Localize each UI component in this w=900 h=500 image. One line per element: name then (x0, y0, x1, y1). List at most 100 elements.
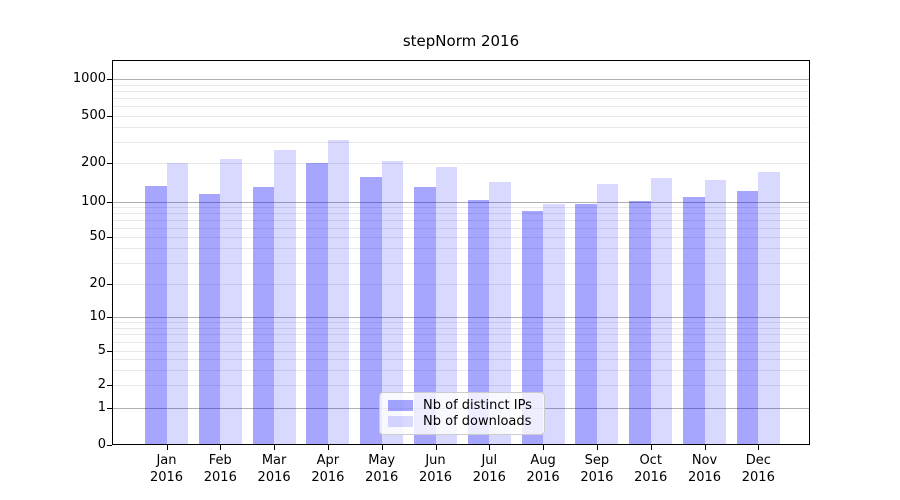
y-tick (107, 284, 112, 285)
y-tick-label: 1000 (72, 71, 106, 86)
bar-downloads-mar (274, 149, 296, 444)
bar-downloads-jul (489, 182, 511, 444)
y-gridline-minor (113, 351, 809, 352)
y-gridline-minor (113, 207, 809, 209)
legend-label-distinct-ips: Nb of distinct IPs (423, 398, 532, 413)
x-tick (220, 445, 222, 450)
y-gridline-minor (113, 248, 809, 250)
bar-downloads-jan (166, 163, 188, 444)
y-gridline-major (113, 202, 809, 203)
x-tick (381, 445, 383, 450)
y-tick (107, 317, 112, 318)
y-gridline-minor (113, 322, 809, 324)
x-tick-label-jul: Jul 2016 (472, 453, 506, 485)
y-gridline-minor (113, 385, 809, 386)
x-tick (758, 445, 760, 450)
y-gridline-minor (113, 220, 809, 221)
y-tick-label: 500 (81, 108, 106, 123)
bar-distinct-ips-nov (683, 196, 705, 444)
chart-title: stepNorm 2016 (402, 32, 520, 50)
legend-swatch-downloads (388, 416, 413, 427)
x-tick (543, 445, 545, 450)
y-tick (107, 408, 112, 409)
legend-item-downloads: Nb of downloads (388, 414, 536, 429)
x-tick (704, 445, 706, 450)
y-tick (107, 445, 112, 446)
bar-distinct-ips-dec (736, 190, 759, 444)
x-tick-label-nov: Nov 2016 (687, 453, 722, 485)
x-tick (596, 445, 598, 450)
y-gridline-minor (113, 106, 809, 108)
y-gridline-minor (113, 327, 809, 329)
x-tick-label-jan: Jan 2016 (149, 453, 184, 485)
y-gridline-minor (113, 163, 809, 164)
bar-distinct-ips-feb (198, 194, 221, 444)
x-tick-label-mar: Mar 2016 (257, 453, 291, 485)
y-gridline-minor (113, 334, 809, 336)
bar-distinct-ips-aug (521, 210, 544, 444)
y-tick (107, 116, 112, 117)
x-tick (166, 445, 168, 450)
x-tick-label-sep: Sep 2016 (580, 453, 614, 485)
x-tick (650, 445, 652, 450)
x-tick (274, 445, 276, 450)
y-gridline-minor (113, 213, 809, 215)
bar-downloads-feb (220, 159, 242, 444)
bar-distinct-ips-oct (629, 201, 651, 444)
bar-distinct-ips-jan (145, 186, 167, 444)
bar-distinct-ips-apr (306, 163, 328, 444)
y-gridline-minor (113, 142, 809, 144)
legend: Nb of distinct IPs Nb of downloads (379, 392, 545, 435)
bar-distinct-ips-may (360, 177, 382, 444)
y-tick-label: 20 (89, 276, 106, 291)
y-gridline-minor (113, 284, 809, 285)
x-tick-label-apr: Apr 2016 (311, 453, 345, 485)
x-tick (435, 445, 437, 450)
plot-area (112, 60, 810, 445)
bar-distinct-ips-jul (467, 200, 490, 444)
y-gridline-minor (113, 84, 809, 86)
bar-downloads-may (381, 160, 404, 444)
y-gridline-minor (113, 369, 809, 371)
y-tick-label: 5 (97, 343, 106, 358)
y-tick-label: 2 (97, 377, 106, 392)
y-tick (107, 351, 112, 352)
y-gridline-minor (113, 90, 809, 92)
legend-item-distinct-ips: Nb of distinct IPs (388, 398, 536, 413)
x-tick-label-aug: Aug 2016 (526, 453, 560, 485)
bar-downloads-sep (596, 184, 619, 444)
y-gridline-minor (113, 359, 809, 361)
y-gridline-minor (113, 227, 809, 229)
bar-downloads-oct (650, 178, 673, 444)
y-gridline-minor (113, 116, 809, 117)
legend-swatch-distinct-ips (388, 400, 413, 411)
x-tick-label-dec: Dec 2016 (741, 453, 775, 485)
bar-downloads-nov (704, 179, 726, 444)
bar-distinct-ips-sep (575, 203, 597, 444)
bar-downloads-dec (758, 172, 780, 444)
y-tick-label: 1 (97, 400, 106, 415)
bar-downloads-jun (435, 167, 457, 444)
y-tick (107, 163, 112, 164)
x-tick-label-feb: Feb 2016 (203, 453, 237, 485)
y-tick-label: 50 (89, 229, 106, 244)
bar-distinct-ips-mar (252, 186, 275, 444)
bar-distinct-ips-jun (414, 187, 436, 444)
y-gridline-minor (113, 342, 809, 344)
y-tick-label: 10 (89, 309, 106, 324)
y-gridline-minor (113, 237, 809, 238)
y-tick (107, 79, 112, 80)
y-tick-label: 0 (97, 437, 106, 452)
y-gridline-major (113, 317, 809, 318)
x-tick-label-jun: Jun 2016 (418, 453, 453, 485)
x-tick-label-may: May 2016 (365, 453, 399, 485)
legend-label-downloads: Nb of downloads (423, 414, 532, 429)
bar-downloads-apr (327, 139, 350, 444)
y-tick (107, 237, 112, 238)
y-tick (107, 202, 112, 203)
x-tick-label-oct: Oct 2016 (634, 453, 668, 485)
y-gridline-minor (113, 263, 809, 265)
y-tick-label: 100 (81, 194, 106, 209)
x-tick (489, 445, 491, 450)
